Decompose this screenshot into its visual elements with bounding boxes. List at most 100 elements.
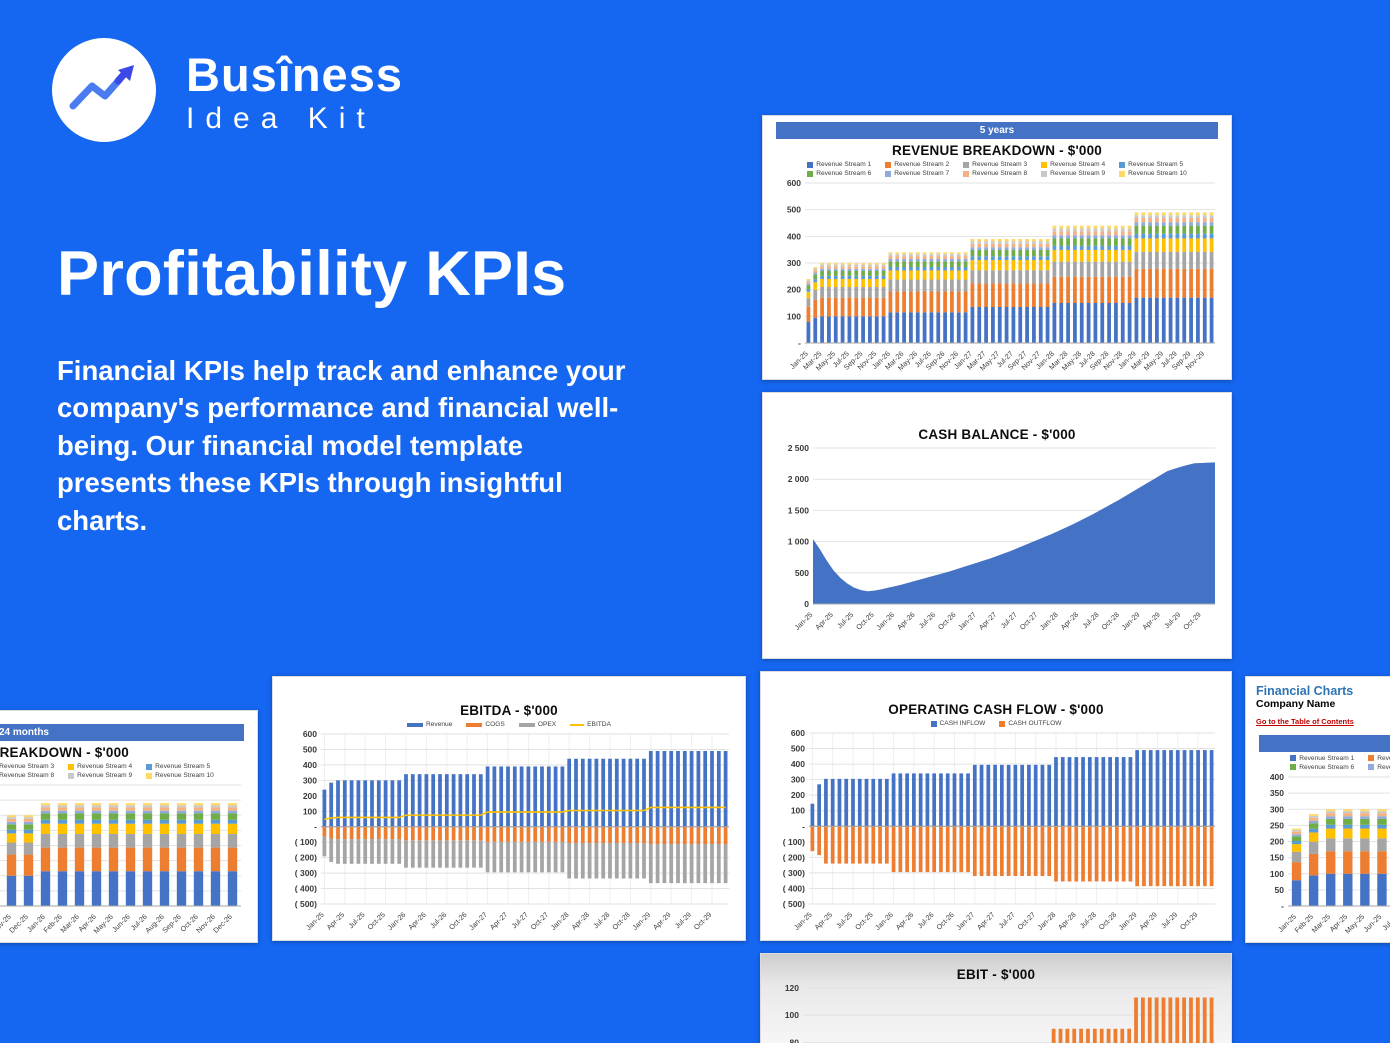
svg-text:-: - bbox=[314, 822, 317, 832]
legend-item: Revenue Stream 2 bbox=[1368, 755, 1390, 762]
svg-text:( 500): ( 500) bbox=[295, 899, 317, 909]
svg-text:Oct-26: Oct-26 bbox=[934, 910, 956, 932]
svg-text:Apr-25: Apr-25 bbox=[812, 910, 834, 932]
legend-item: Revenue Stream 10 bbox=[1119, 170, 1187, 177]
chart-revenue-breakdown-24m: 40035030025020015010050-Jan-25Feb-25Mar-… bbox=[0, 779, 249, 940]
chart-revenue-breakdown-24m-right: 400 350 300 250 200 150 100 50- Jan-25 Feb-25 Mar-… bbox=[1254, 771, 1390, 940]
svg-text:Jan-28: Jan-28 bbox=[549, 910, 571, 932]
operating-cash-flow-card: OPERATING CASH FLOW - $'000 CASH INFLOW C… bbox=[760, 671, 1232, 941]
svg-text:2 000: 2 000 bbox=[788, 474, 810, 484]
legend-item: Revenue bbox=[407, 721, 452, 728]
svg-text:Jul-27: Jul-27 bbox=[510, 910, 530, 930]
svg-text:600: 600 bbox=[787, 178, 801, 188]
period-tab-label: 24 months bbox=[0, 727, 49, 738]
svg-text:( 300): ( 300) bbox=[295, 868, 317, 878]
company-name: Company Name bbox=[1256, 698, 1336, 711]
svg-text:Apr-29: Apr-29 bbox=[1140, 610, 1162, 632]
chart-title-revenue-breakdown-5y: REVENUE BREAKDOWN - $'000 bbox=[892, 143, 1102, 158]
svg-text:Jul-26: Jul-26 bbox=[917, 610, 937, 630]
legend-item: Revenue Stream 9 bbox=[68, 772, 132, 779]
legend-item: CASH OUTFLOW bbox=[999, 720, 1061, 727]
svg-text:Jul-28: Jul-28 bbox=[1080, 610, 1100, 630]
svg-text:Apr-27: Apr-27 bbox=[977, 610, 999, 632]
legend-item: Revenue Stream 7 bbox=[1368, 764, 1390, 771]
svg-text:120: 120 bbox=[785, 983, 799, 993]
brand-text: Busîness Idea Kit bbox=[186, 51, 403, 134]
legend-item: Revenue Stream 8 bbox=[0, 772, 55, 779]
chart-title-ebitda: EBITDA - $'000 bbox=[460, 703, 558, 718]
period-tab-24-months[interactable]: 24 months bbox=[0, 724, 244, 741]
svg-text:Jul-26: Jul-26 bbox=[428, 910, 448, 930]
svg-text:Jul-25: Jul-25 bbox=[346, 910, 366, 930]
svg-text:Oct-28: Oct-28 bbox=[610, 910, 632, 932]
period-tab-5-years[interactable]: 5 years bbox=[776, 122, 1218, 139]
svg-text:50: 50 bbox=[1275, 885, 1285, 895]
svg-text:300: 300 bbox=[303, 775, 317, 785]
svg-text:May-26: May-26 bbox=[92, 912, 115, 935]
chart-ebit: 12010080604020-Jan-25Apr-25Jul-25Oct-25J… bbox=[769, 982, 1223, 1043]
svg-text:Jan-25: Jan-25 bbox=[793, 610, 815, 632]
svg-text:150: 150 bbox=[1270, 853, 1284, 863]
legend-ebitda: Revenue COGS OPEX EBITDA bbox=[283, 721, 735, 728]
svg-text:400: 400 bbox=[1270, 772, 1284, 782]
revenue-breakdown-24m-card: 24 months REVENUE BREAKDOWN - $'000 Reve… bbox=[0, 710, 258, 943]
svg-text:Jul-26: Jul-26 bbox=[915, 910, 935, 930]
legend-revenue-breakdown-24m-right: Revenue Stream 1 Revenue Stream 2 Revenue … bbox=[1256, 755, 1390, 771]
svg-text:-: - bbox=[1281, 901, 1284, 911]
period-tab-label: 5 years bbox=[979, 125, 1015, 136]
svg-text:500: 500 bbox=[795, 568, 809, 578]
svg-text:200: 200 bbox=[303, 791, 317, 801]
legend-item: Revenue Stream 6 bbox=[807, 170, 871, 177]
chart-operating-cash-flow: 600 500 400 300 200 100 - ( 100) ( 200) ( 300) ( 4… bbox=[769, 727, 1223, 938]
svg-text:1 500: 1 500 bbox=[788, 505, 810, 515]
chart-cash-balance: 2 500 2 000 1 500 1 000 500 0 Jan-25 Apr-25 Jul-… bbox=[771, 442, 1223, 656]
svg-text:Apr-29: Apr-29 bbox=[1137, 910, 1159, 932]
svg-text:Dec-26: Dec-26 bbox=[211, 912, 234, 935]
svg-text:Apr-25: Apr-25 bbox=[813, 610, 835, 632]
svg-text:Oct-25: Oct-25 bbox=[853, 910, 875, 932]
svg-text:Apr-26: Apr-26 bbox=[895, 610, 917, 632]
svg-text:Jan-25: Jan-25 bbox=[792, 910, 814, 932]
svg-text:Oct-26: Oct-26 bbox=[447, 910, 469, 932]
period-tab-24-months[interactable]: 24 months bbox=[1259, 734, 1390, 752]
svg-text:Jan-26: Jan-26 bbox=[386, 910, 408, 932]
legend-operating-cash-flow: CASH INFLOW CASH OUTFLOW bbox=[771, 720, 1221, 727]
svg-text:Jul-27: Jul-27 bbox=[997, 910, 1017, 930]
brand-logo: Busîness Idea Kit bbox=[52, 38, 403, 147]
svg-text:Jun-26: Jun-26 bbox=[110, 912, 132, 934]
svg-text:Jan-27: Jan-27 bbox=[954, 910, 976, 932]
legend-item: Revenue Stream 2 bbox=[885, 161, 949, 168]
legend-item: Revenue Stream 4 bbox=[1041, 161, 1105, 168]
svg-text:400: 400 bbox=[791, 759, 805, 769]
svg-text:300: 300 bbox=[791, 775, 805, 785]
chart-ebitda: 600 500 400 300 200 100 - ( 100) ( 200) ( 300) ( 4… bbox=[281, 728, 737, 938]
legend-item: Revenue Stream 1 bbox=[1290, 755, 1354, 762]
svg-text:250: 250 bbox=[1270, 820, 1284, 830]
page-title: Profitability KPIs bbox=[57, 239, 567, 309]
svg-text:Oct-27: Oct-27 bbox=[1015, 910, 1037, 932]
svg-text:Jan-27: Jan-27 bbox=[956, 610, 978, 632]
svg-text:Jul-28: Jul-28 bbox=[1078, 910, 1098, 930]
svg-text:Jan-29: Jan-29 bbox=[1120, 610, 1142, 632]
svg-text:May-25: May-25 bbox=[1343, 912, 1366, 935]
legend-item: Revenue Stream 5 bbox=[146, 763, 214, 770]
svg-text:( 300): ( 300) bbox=[783, 868, 805, 878]
svg-text:Sep-26: Sep-26 bbox=[160, 912, 183, 935]
svg-text:Oct-26: Oct-26 bbox=[936, 610, 958, 632]
ebitda-card: EBITDA - $'000 Revenue COGS OPEX EBITDA 600… bbox=[272, 676, 746, 941]
table-of-contents-link[interactable]: Go to the Table of Contents bbox=[1256, 716, 1354, 726]
svg-text:350: 350 bbox=[1270, 788, 1284, 798]
svg-text:Apr-28: Apr-28 bbox=[1056, 910, 1078, 932]
svg-text:Jan-27: Jan-27 bbox=[467, 910, 489, 932]
svg-text:Jul-29: Jul-29 bbox=[673, 910, 693, 930]
legend-item: CASH INFLOW bbox=[930, 720, 985, 727]
svg-text:Jul-29: Jul-29 bbox=[1159, 910, 1179, 930]
svg-text:0: 0 bbox=[804, 599, 809, 609]
legend-item: Revenue Stream 9 bbox=[1041, 170, 1105, 177]
svg-text:Oct-28: Oct-28 bbox=[1097, 910, 1119, 932]
svg-text:Jan-26: Jan-26 bbox=[874, 610, 896, 632]
svg-text:Jan-29: Jan-29 bbox=[1117, 910, 1139, 932]
svg-text:Jul-28: Jul-28 bbox=[591, 910, 611, 930]
svg-text:( 500): ( 500) bbox=[783, 899, 805, 909]
